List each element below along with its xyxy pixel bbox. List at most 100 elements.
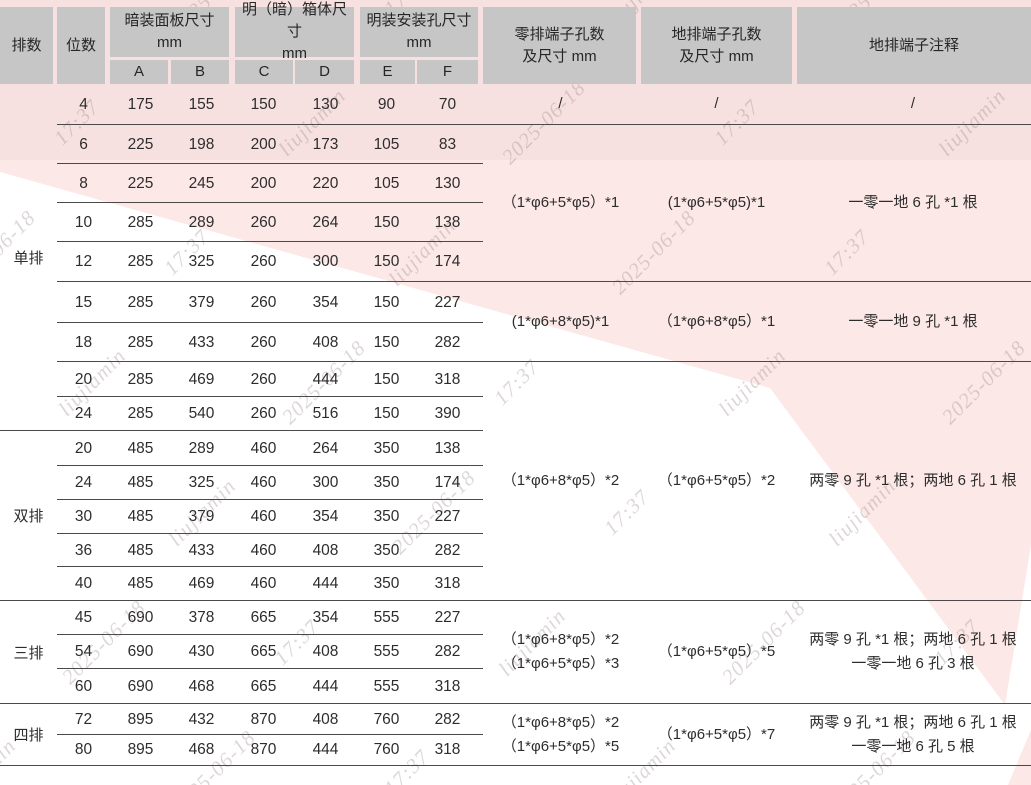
terminal-note-cell: 一零一地 9 孔 *1 根 — [795, 282, 1031, 362]
cell-dim-e: 150 — [373, 370, 400, 388]
cell-dim-a: 285 — [127, 213, 154, 231]
terminal-ground-cell: （1*φ6+8*φ5）*1 — [638, 282, 795, 362]
row-divider — [57, 669, 483, 704]
cell-dim-c: 260 — [250, 293, 277, 311]
cell-dim-b: 198 — [188, 135, 215, 153]
cell-dim-a: 485 — [127, 575, 154, 592]
cell-dim-f: 282 — [434, 333, 461, 351]
header-sub-b: B — [171, 60, 229, 84]
cell-dim-e: 150 — [373, 213, 400, 231]
terminal-ground-cell: （1*φ6+5*φ5）*2 — [638, 362, 795, 601]
row-divider — [57, 500, 483, 534]
cell-dim-c: 665 — [250, 609, 277, 626]
cell-dim-d: 264 — [312, 213, 339, 231]
cell-dim-b: 289 — [188, 213, 215, 231]
terminal-ground-cell: （1*φ6+5*φ5）*7 — [638, 704, 795, 765]
terminal-line: / — [910, 95, 916, 112]
cell-positions: 8 — [79, 174, 88, 192]
cell-dim-d: 516 — [312, 405, 339, 422]
cell-dim-f: 318 — [434, 741, 461, 758]
row-divider — [57, 282, 483, 323]
spec-table: 排数 位数 暗装面板尺寸 mm 明（暗）箱体尺寸 mm 明装安装孔尺寸 mm A… — [0, 1, 1031, 766]
terminal-line: 一零一地 6 孔 5 根 — [851, 737, 975, 755]
cell-dim-f: 138 — [434, 213, 461, 231]
terminal-line: / — [558, 95, 563, 112]
cell-dim-a: 285 — [127, 293, 154, 311]
cell-dim-f: 227 — [434, 293, 461, 311]
cell-dim-c: 460 — [250, 575, 277, 592]
cell-dim-e: 555 — [373, 609, 400, 626]
cell-dim-b: 379 — [188, 508, 215, 525]
cell-positions: 40 — [74, 575, 93, 592]
row-divider — [57, 164, 483, 203]
header-ground-line2: 及尺寸 mm — [679, 47, 754, 65]
cell-dim-e: 555 — [373, 643, 400, 660]
terminal-line: （1*φ6+8*φ5）*2 — [501, 713, 620, 731]
terminal-ground-cell: （1*φ6+5*φ5）*5 — [638, 601, 795, 704]
terminal-line: 两零 9 孔 *1 根；两地 6 孔 1 根 — [809, 631, 1017, 648]
header-sub-c: C — [235, 60, 293, 84]
cell-dim-e: 350 — [373, 541, 400, 559]
terminal-line: （1*φ6+8*φ5）*2 — [501, 631, 620, 648]
cell-dim-c: 870 — [250, 741, 277, 758]
cell-dim-b: 378 — [188, 609, 215, 626]
cell-dim-c: 665 — [250, 643, 277, 660]
terminal-line: (1*φ6+5*φ5)*1 — [667, 194, 766, 211]
cell-dim-f: 282 — [434, 643, 461, 660]
cell-dim-e: 760 — [373, 741, 400, 758]
terminal-line: （1*φ6+5*φ5）*5 — [657, 643, 776, 660]
cell-dim-a: 225 — [127, 174, 154, 192]
cell-dim-c: 260 — [250, 405, 277, 422]
cell-dim-d: 354 — [312, 293, 339, 311]
cell-dim-b: 245 — [188, 174, 215, 192]
cell-dim-b: 469 — [188, 370, 215, 388]
cell-dim-e: 555 — [373, 677, 400, 695]
cell-positions: 10 — [74, 213, 93, 231]
cell-dim-c: 260 — [250, 253, 277, 270]
cell-dim-d: 444 — [312, 741, 339, 758]
terminal-note-cell: 两零 9 孔 *1 根；两地 6 孔 1 根 — [795, 362, 1031, 601]
terminal-line: 两零 9 孔 *1 根；两地 6 孔 1 根 — [809, 713, 1017, 731]
cell-dim-d: 408 — [312, 710, 339, 728]
cell-dim-b: 430 — [188, 643, 215, 660]
cell-dim-f: 130 — [434, 174, 461, 192]
cell-positions: 54 — [74, 643, 93, 660]
cell-dim-c: 260 — [250, 333, 277, 351]
cell-dim-e: 105 — [373, 174, 400, 192]
cell-dim-d: 444 — [312, 575, 339, 592]
cell-dim-e: 350 — [373, 508, 400, 525]
cell-dim-f: 318 — [434, 677, 461, 695]
cell-dim-d: 408 — [312, 541, 339, 559]
cell-dim-c: 200 — [250, 174, 277, 192]
cell-dim-d: 264 — [312, 439, 339, 457]
row-divider — [57, 125, 483, 164]
cell-positions: 24 — [74, 474, 93, 491]
cell-positions: 4 — [79, 95, 88, 113]
cell-dim-b: 469 — [188, 575, 215, 592]
header-group-line1: 明（暗）箱体尺寸 — [241, 1, 347, 41]
cell-dim-c: 260 — [250, 370, 277, 388]
cell-dim-b: 155 — [188, 95, 215, 113]
cell-dim-d: 408 — [312, 333, 339, 351]
header-group-surface-mount-holes: 明装安装孔尺寸 mm — [360, 7, 478, 57]
cell-dim-f: 318 — [434, 575, 461, 592]
cell-positions: 20 — [74, 439, 93, 457]
cell-dim-c: 460 — [250, 474, 277, 491]
cell-dim-c: 200 — [250, 135, 277, 153]
cell-dim-a: 285 — [127, 253, 154, 270]
row-divider — [57, 323, 483, 362]
cell-dim-c: 460 — [250, 439, 277, 457]
cell-dim-d: 354 — [312, 508, 339, 525]
header-rows-col: 排数 — [0, 7, 53, 84]
row-divider — [57, 431, 483, 466]
cell-dim-d: 300 — [312, 253, 339, 270]
cell-dim-b: 433 — [188, 541, 215, 559]
cell-dim-d: 173 — [312, 135, 339, 153]
cell-dim-f: 282 — [434, 710, 461, 728]
cell-dim-a: 690 — [127, 609, 154, 626]
cell-dim-a: 225 — [127, 135, 154, 153]
header-group-line2: mm — [282, 44, 307, 62]
terminal-line: （1*φ6+5*φ5）*7 — [657, 725, 776, 743]
cell-positions: 30 — [74, 508, 93, 525]
cell-dim-c: 460 — [250, 508, 277, 525]
